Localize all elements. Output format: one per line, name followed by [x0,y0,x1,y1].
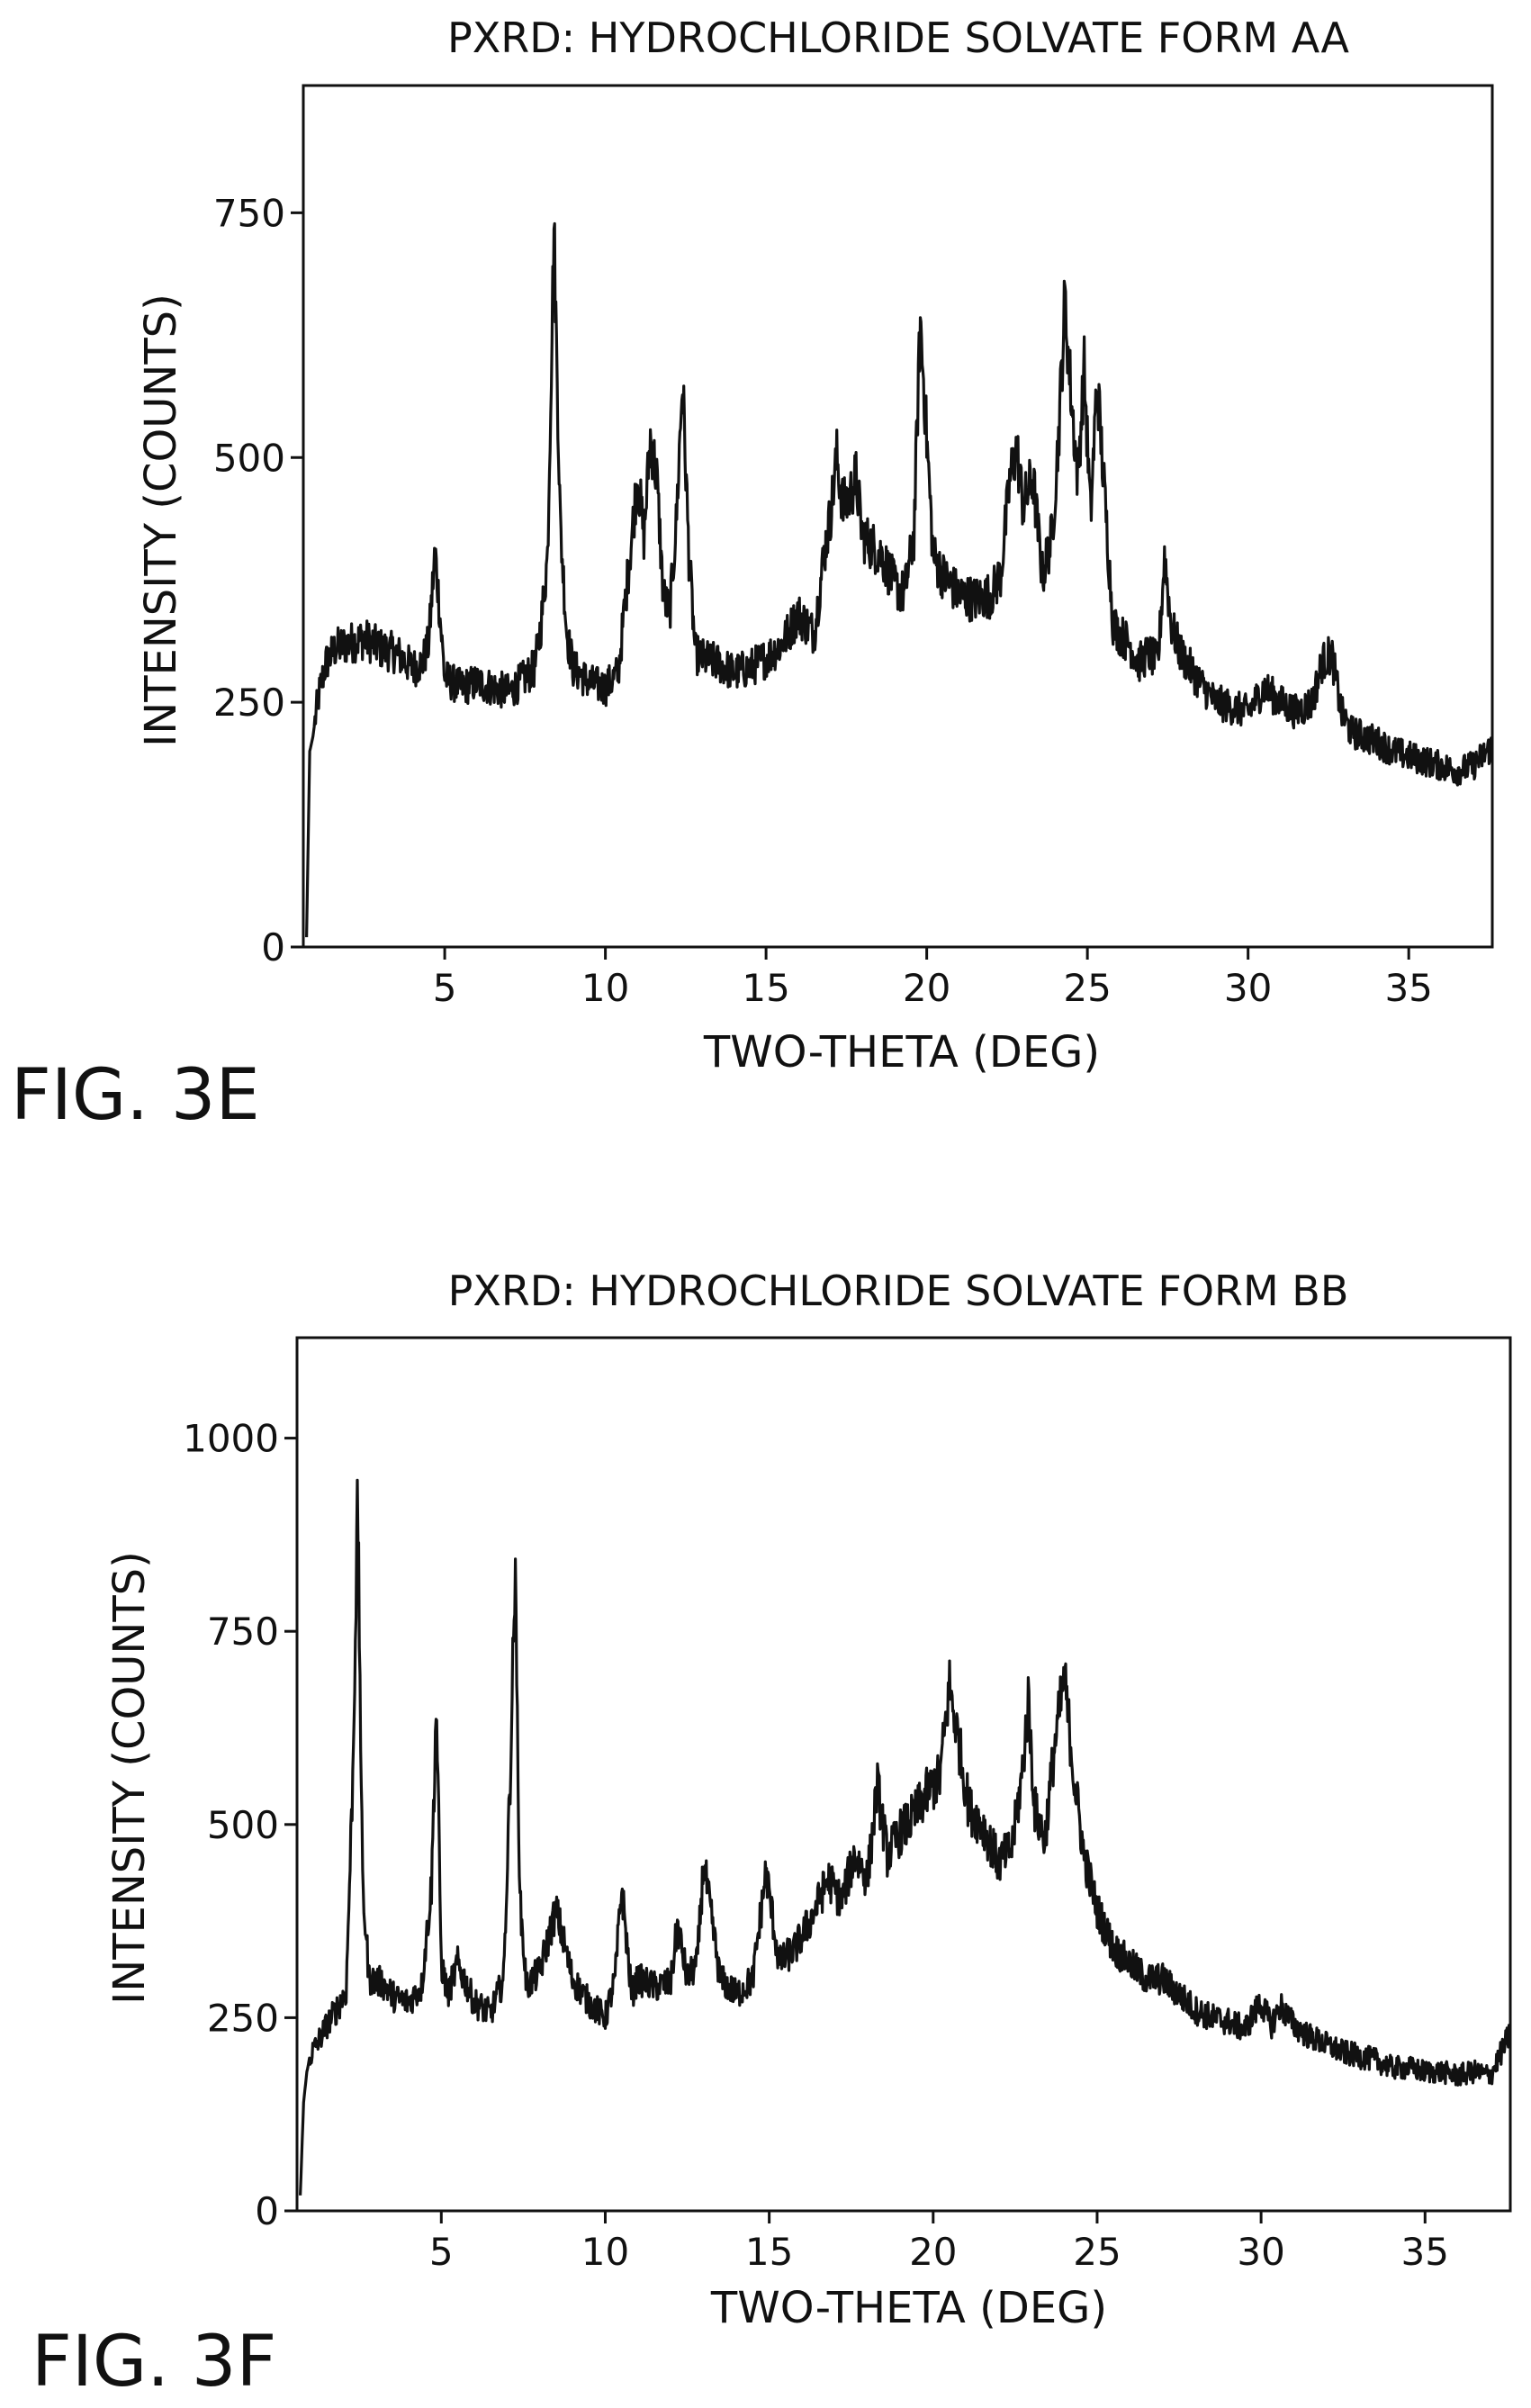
figure-label: FIG. 3E [11,1055,260,1136]
y-tick-label: 0 [255,2189,279,2233]
x-tick-label: 30 [1237,2230,1284,2274]
y-tick-label: 750 [207,1610,279,1654]
chart-3e: PXRD: HYDROCHLORIDE SOLVATE FORM AA 0250… [11,14,1494,1136]
chart-title: PXRD: HYDROCHLORIDE SOLVATE FORM BB [448,1267,1349,1315]
x-tick-label: 5 [433,966,457,1010]
x-tick-label: 25 [1063,966,1111,1010]
x-axis-label: TWO-THETA (DEG) [703,1027,1100,1078]
y-tick-label: 250 [207,1996,279,2040]
y-tick-label: 250 [213,681,285,725]
chart-title: PXRD: HYDROCHLORIDE SOLVATE FORM AA [447,14,1349,62]
x-tick-label: 35 [1384,966,1432,1010]
intensity-trace [299,1478,1511,2196]
x-tick-label: 25 [1073,2230,1121,2274]
x-tick-label: 35 [1401,2230,1449,2274]
y-tick-label: 500 [213,436,285,480]
x-tick-label: 30 [1224,966,1272,1010]
y-tick-label: 1000 [183,1417,279,1461]
x-axis: 5 10 15 20 25 30 35 [429,2211,1449,2274]
y-tick-label: 0 [261,925,285,970]
figure-label: FIG. 3F [32,2322,276,2403]
x-tick-label: 15 [745,2230,793,2274]
x-axis-label: TWO-THETA (DEG) [710,2283,1107,2333]
intensity-trace [305,221,1493,938]
x-axis: 5 10 15 20 25 30 35 [433,947,1433,1010]
y-axis-label: INTENSITY (COUNTS) [104,1551,155,2005]
plot-frame [302,84,1494,949]
x-tick-label: 5 [429,2230,454,2274]
chart-3f: PXRD: HYDROCHLORIDE SOLVATE FORM BB 0250… [32,1267,1512,2403]
x-tick-label: 10 [581,2230,629,2274]
x-tick-label: 10 [581,966,629,1010]
y-axis: 0 250 500 750 1000 [183,1417,297,2233]
x-tick-label: 20 [903,966,950,1010]
y-tick-label: 500 [207,1803,279,1847]
x-tick-label: 20 [909,2230,957,2274]
x-tick-label: 15 [742,966,789,1010]
y-axis: 0 250 500 750 [213,191,303,970]
plot-frame [295,1336,1512,2213]
y-axis-label: INTENSITY (COUNTS) [136,293,186,747]
y-tick-label: 750 [213,191,285,235]
